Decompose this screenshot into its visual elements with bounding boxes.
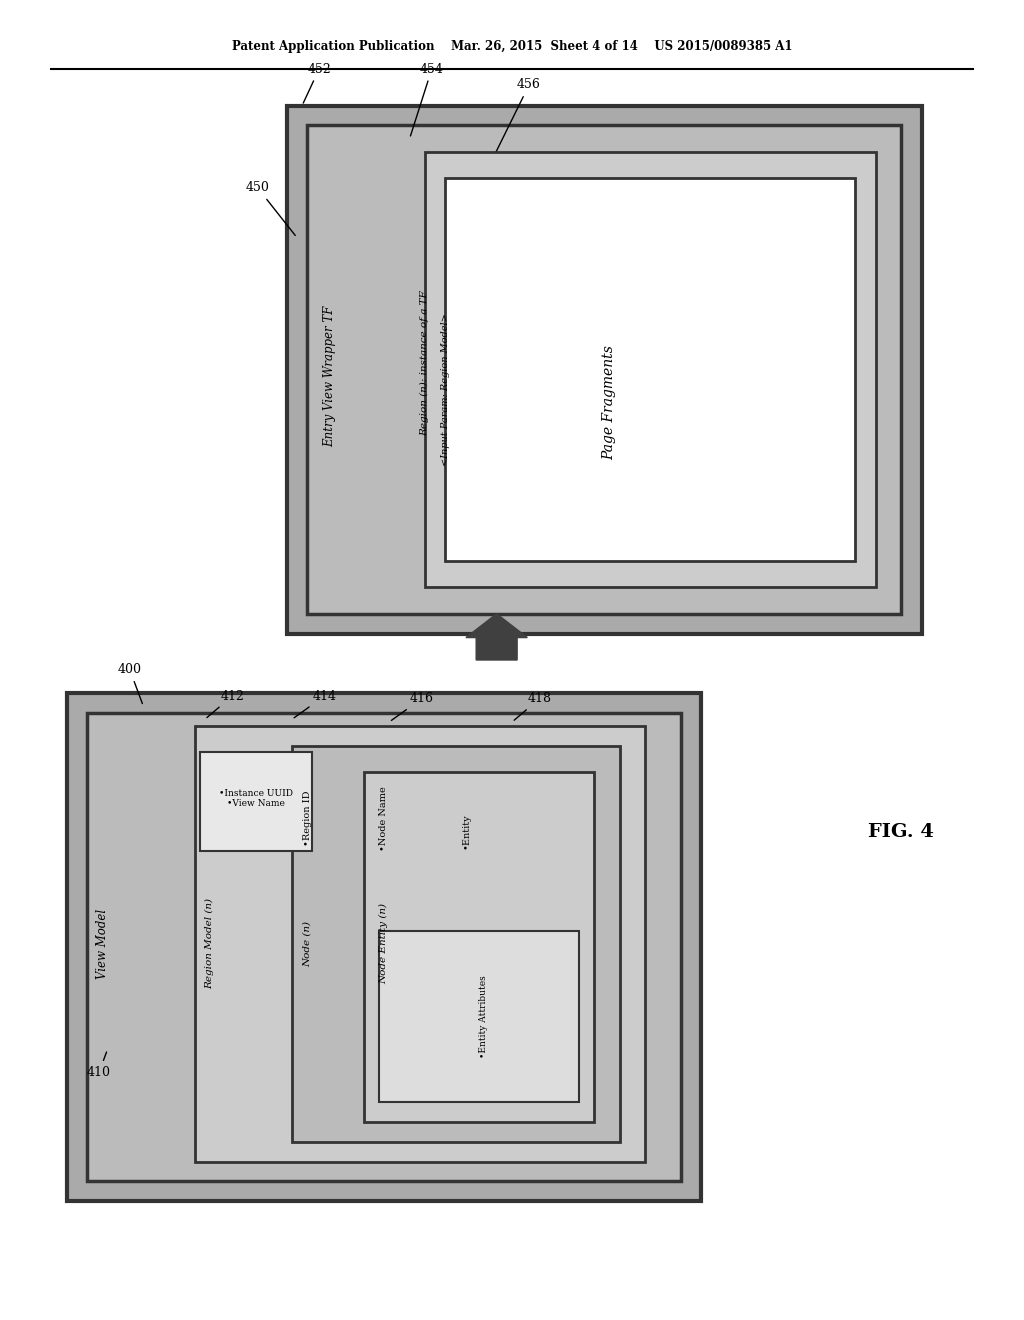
Text: Node Entity (n): Node Entity (n): [380, 903, 388, 985]
Bar: [87, 713, 681, 1181]
Bar: [67, 693, 701, 1201]
Bar: [195, 726, 645, 1162]
Text: •Entity: •Entity: [462, 814, 470, 849]
Text: Entry View Wrapper TF: Entry View Wrapper TF: [324, 305, 336, 447]
Bar: [379, 931, 579, 1102]
Text: 452: 452: [303, 62, 331, 103]
Text: 400: 400: [118, 663, 142, 704]
Text: •Node Name: •Node Name: [380, 785, 388, 851]
Text: 418: 418: [514, 692, 551, 721]
Text: 414: 414: [294, 689, 336, 718]
Text: Node (n): Node (n): [303, 921, 311, 966]
Text: FIG. 4: FIG. 4: [868, 822, 934, 841]
Text: Region Model (n): Region Model (n): [206, 899, 214, 989]
Bar: [200, 752, 312, 851]
Bar: [292, 746, 620, 1142]
Text: 450: 450: [246, 181, 295, 235]
Bar: [287, 106, 922, 634]
Text: Page Fragments: Page Fragments: [602, 345, 616, 461]
Text: 456: 456: [493, 78, 541, 158]
Text: •Instance UUID
•View Name: •Instance UUID •View Name: [219, 789, 293, 808]
Bar: [425, 152, 876, 587]
Bar: [364, 772, 594, 1122]
Text: Region (n): instance of a TF: Region (n): instance of a TF: [421, 290, 429, 436]
Text: View Model: View Model: [96, 908, 109, 979]
Bar: [307, 125, 901, 614]
Text: 412: 412: [207, 689, 244, 718]
Text: •Entity Attributes: •Entity Attributes: [479, 975, 487, 1057]
Text: •Region ID: •Region ID: [303, 791, 311, 846]
FancyArrow shape: [466, 614, 527, 660]
Text: 416: 416: [391, 692, 433, 721]
Text: 420: 420: [510, 900, 561, 917]
Text: 454: 454: [411, 62, 443, 136]
Text: <Input Param: Region Model>: <Input Param: Region Model>: [441, 313, 450, 466]
Text: Patent Application Publication    Mar. 26, 2015  Sheet 4 of 14    US 2015/008938: Patent Application Publication Mar. 26, …: [231, 40, 793, 53]
Text: 410: 410: [87, 1052, 111, 1078]
Bar: [445, 178, 855, 561]
